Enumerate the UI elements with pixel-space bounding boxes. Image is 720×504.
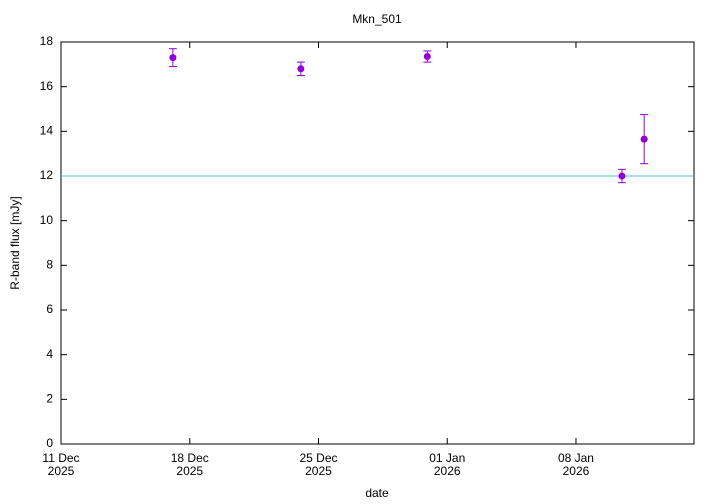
y-tick-label: 2	[46, 392, 53, 406]
x-tick-label: 2025	[305, 464, 332, 478]
data-point	[297, 65, 305, 73]
data-point	[169, 54, 177, 62]
x-tick-label: 08 Jan	[558, 451, 594, 465]
data-point	[640, 135, 648, 143]
x-tick-label: 2026	[563, 464, 590, 478]
chart-title: Mkn_501	[352, 12, 402, 26]
y-tick-label: 0	[46, 436, 53, 450]
y-tick-label: 12	[40, 168, 54, 182]
x-tick-label: 2026	[434, 464, 461, 478]
y-tick-label: 10	[40, 213, 54, 227]
y-tick-label: 14	[40, 124, 54, 138]
x-tick-label: 2025	[48, 464, 75, 478]
y-tick-label: 8	[46, 258, 53, 272]
y-tick-label: 18	[40, 34, 54, 48]
y-tick-label: 16	[40, 79, 54, 93]
x-tick-label: 01 Jan	[429, 451, 465, 465]
data-point	[618, 172, 626, 180]
x-tick-label: 2025	[176, 464, 203, 478]
data-point	[423, 53, 431, 61]
x-tick-label: 11 Dec	[42, 451, 79, 465]
y-tick-label: 4	[46, 347, 53, 361]
y-tick-label: 6	[46, 302, 53, 316]
x-axis-label: date	[365, 486, 389, 500]
x-tick-label: 25 Dec	[299, 451, 337, 465]
x-tick-label: 18 Dec	[171, 451, 209, 465]
y-axis-label: R-band flux [mJy]	[8, 196, 22, 289]
plot-frame	[60, 41, 695, 445]
